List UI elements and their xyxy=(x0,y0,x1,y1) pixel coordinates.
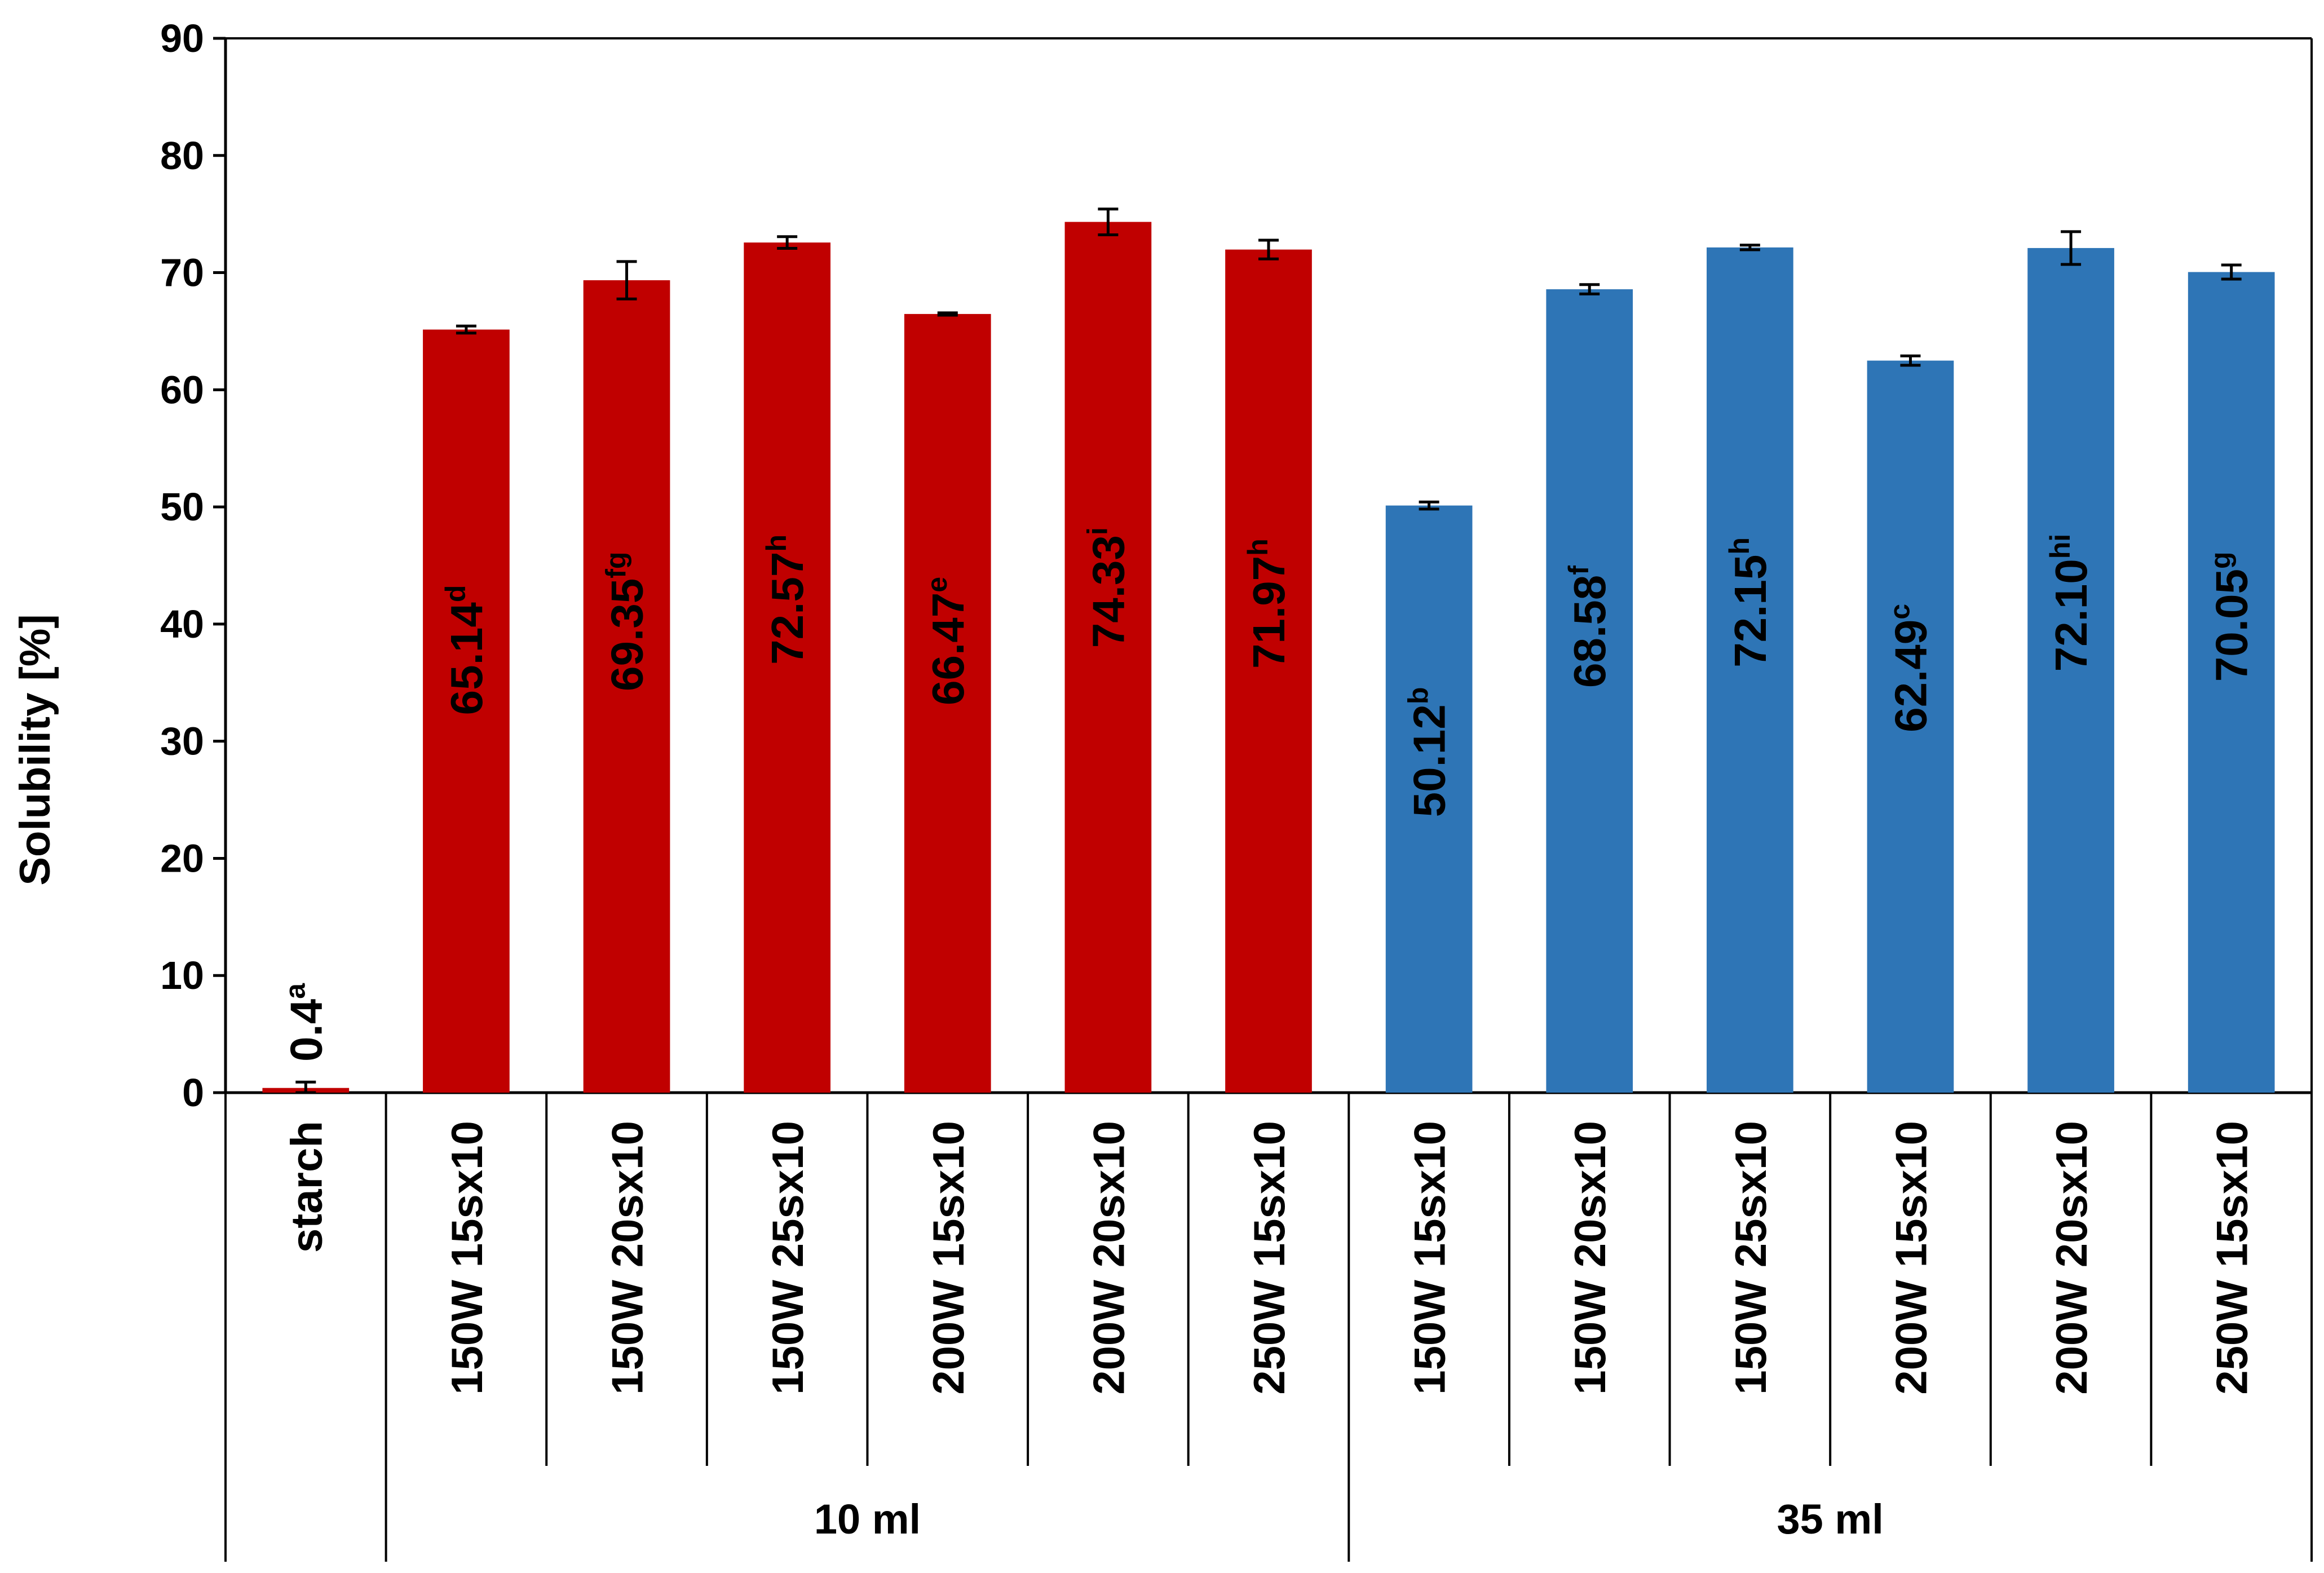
y-axis-title: Solubility [%] xyxy=(11,614,59,885)
bar xyxy=(2027,248,2114,1093)
significance-letter: a xyxy=(279,983,311,999)
category-label: 200W 20sx10 xyxy=(2047,1121,2096,1395)
bar xyxy=(1064,222,1152,1093)
data-label: 72.10hi xyxy=(2044,534,2096,672)
category-label: 150W 15sx10 xyxy=(442,1121,492,1395)
y-tick-label: 10 xyxy=(160,953,204,997)
y-tick-label: 70 xyxy=(160,251,204,295)
bar xyxy=(1707,247,1793,1093)
significance-letter: fg xyxy=(600,552,632,578)
significance-letter: i xyxy=(1081,527,1113,535)
bar xyxy=(1225,249,1312,1093)
data-label: 68.58f xyxy=(1563,565,1615,688)
data-label: 62.49c xyxy=(1884,604,1936,732)
bar xyxy=(904,313,991,1093)
category-label: 200W 20sx10 xyxy=(1084,1121,1133,1395)
data-label: 65.14d xyxy=(440,585,492,715)
group-label: 35 ml xyxy=(1777,1496,1884,1543)
significance-letter: e xyxy=(921,577,953,593)
data-label: 72.57h xyxy=(761,534,812,665)
y-tick-label: 50 xyxy=(160,485,204,529)
category-label: 200W 15sx10 xyxy=(924,1121,973,1395)
category-label: 150W 25sx10 xyxy=(1726,1121,1775,1395)
data-label: 69.35fg xyxy=(600,552,652,691)
data-label: 74.33i xyxy=(1081,527,1133,648)
category-label: 150W 15sx10 xyxy=(1405,1121,1455,1395)
bars-layer xyxy=(262,207,2275,1094)
category-label: 150W 25sx10 xyxy=(763,1121,812,1395)
data-label: 72.15h xyxy=(1724,537,1775,668)
y-tick-label: 60 xyxy=(160,368,204,412)
labels-layer: starch 150W 15sx10 150W 20sx10 150W 25sx10 2… xyxy=(279,527,2256,1543)
data-label: 66.47e xyxy=(921,577,973,705)
significance-letter: hi xyxy=(2044,534,2076,559)
significance-letter: h xyxy=(1242,538,1274,556)
y-tick-label: 0 xyxy=(182,1071,204,1115)
group-label: 10 ml xyxy=(814,1496,921,1543)
significance-letter: h xyxy=(1724,537,1755,555)
y-tick-label: 90 xyxy=(160,16,204,60)
category-label: starch xyxy=(281,1121,331,1253)
category-label: 250W 15sx10 xyxy=(1244,1121,1294,1395)
significance-letter: d xyxy=(440,585,471,603)
category-label: 200W 15sx10 xyxy=(1886,1121,1936,1395)
data-label: 70.05g xyxy=(2205,551,2257,682)
significance-letter: b xyxy=(1403,687,1434,705)
bar xyxy=(423,329,510,1093)
data-label: 50.12b xyxy=(1403,687,1455,818)
category-label: 250W 15sx10 xyxy=(2207,1121,2257,1395)
category-label: 150W 20sx10 xyxy=(1565,1121,1615,1395)
significance-letter: c xyxy=(1884,604,1915,620)
significance-letter: g xyxy=(2205,551,2237,569)
data-label: 0.4a xyxy=(279,983,331,1062)
bar xyxy=(1867,360,1954,1093)
data-label: 71.97h xyxy=(1242,538,1294,669)
y-tick-label: 20 xyxy=(160,836,204,880)
significance-letter: h xyxy=(761,534,792,552)
bar xyxy=(1385,505,1473,1093)
bar xyxy=(2188,272,2275,1093)
bar xyxy=(744,242,830,1093)
y-tick-label: 40 xyxy=(160,602,204,646)
significance-letter: f xyxy=(1563,565,1594,575)
y-tick-label: 30 xyxy=(160,719,204,763)
y-tick-label: 80 xyxy=(160,134,204,178)
bar xyxy=(1546,289,1633,1093)
bar xyxy=(583,280,670,1093)
category-label: 150W 20sx10 xyxy=(603,1121,652,1395)
axes-layer: 0 10 20 30 40 50 60 70 80 90 xyxy=(160,16,2313,1562)
